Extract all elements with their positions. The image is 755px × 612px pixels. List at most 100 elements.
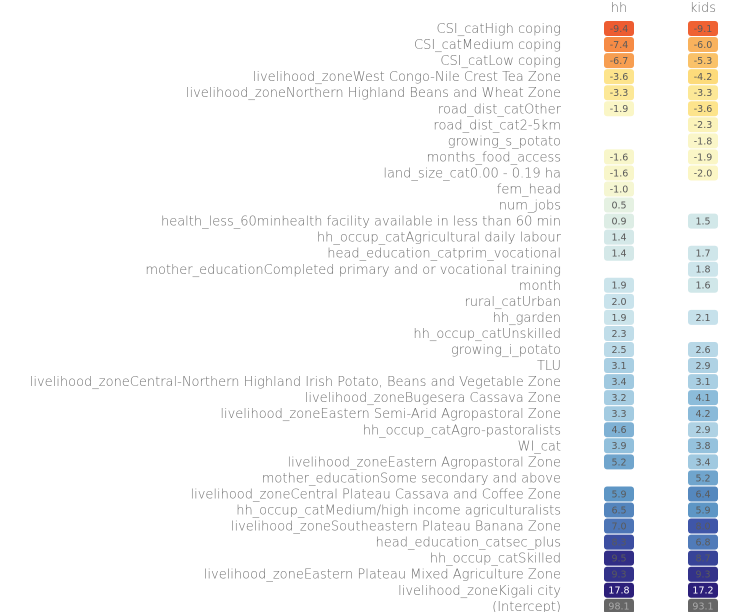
cell-value-label: -3.6 <box>694 104 713 115</box>
cell-value-label: 2.5 <box>611 345 626 356</box>
row-label: head_education_catprim_vocational <box>327 247 561 262</box>
cell-value-label: 3.2 <box>611 393 626 404</box>
cell-value-label: 7.0 <box>611 521 626 532</box>
row-label: livelihood_zoneBugesera Cassava Zone <box>305 391 561 406</box>
cell-value-label: -9.1 <box>694 24 713 35</box>
row-label: road_dist_cat2-5km <box>433 118 561 133</box>
heatmap-cell-kids <box>688 53 718 69</box>
cell-value-label: 2.6 <box>695 345 710 356</box>
heatmap-cell-hh <box>604 454 634 470</box>
cell-value-label: 1.8 <box>695 265 710 276</box>
cell-value-label: 3.1 <box>611 361 626 372</box>
cell-value-label: 8.3 <box>611 538 626 549</box>
heatmap-cell-kids <box>688 374 718 390</box>
heatmap-cell-hh <box>604 325 634 341</box>
cell-value-label: 5.9 <box>695 505 710 516</box>
cell-value-label: 1.7 <box>695 249 710 260</box>
heatmap-cell-kids <box>688 21 718 36</box>
row-label: hh_occup_catAgro-pastoralists <box>363 423 561 438</box>
heatmap-cell-hh <box>604 213 634 229</box>
heatmap-cell-hh <box>604 550 634 566</box>
heatmap-cell-kids <box>688 69 718 85</box>
cell-value-label: 6.8 <box>695 538 710 549</box>
heatmap-cell-kids <box>688 438 718 454</box>
row-label: land_size_cat0.00 - 0.19 ha <box>383 166 561 181</box>
heatmap-cell-hh <box>604 293 634 309</box>
cell-value-label: 17.8 <box>608 586 629 597</box>
heatmap-cell-hh <box>604 85 634 101</box>
heatmap-cell-hh <box>604 422 634 438</box>
cell-value-label: 93.1 <box>692 602 713 612</box>
row-label: road_dist_catOther <box>438 102 562 117</box>
cell-value-label: 1.6 <box>695 281 710 292</box>
heatmap-cell-hh <box>604 245 634 261</box>
heatmap-cell-hh <box>604 390 634 406</box>
heatmap-cell-hh <box>604 342 634 357</box>
cell-value-label: -1.9 <box>610 104 629 115</box>
heatmap-cell-kids <box>688 101 718 117</box>
cell-value-label: 9.3 <box>611 570 626 581</box>
row-label: (Intercept) <box>492 600 561 612</box>
cell-value-label: -1.9 <box>694 152 713 163</box>
heatmap-cell-hh <box>604 566 634 582</box>
cell-value-label: 0.9 <box>611 217 626 228</box>
row-label: num_jobs <box>499 199 561 214</box>
cell-value-label: -1.8 <box>694 136 713 147</box>
row-label: rural_catUrban <box>464 295 561 310</box>
heatmap-cell-kids <box>688 550 718 566</box>
heatmap-cell-kids <box>688 566 718 582</box>
heatmap-cell-kids <box>688 582 718 598</box>
heatmap-cell-hh <box>604 101 634 117</box>
heatmap-cell-kids <box>688 342 718 357</box>
heatmap-cell-kids <box>688 502 718 518</box>
row-label: livelihood_zoneEastern Plateau Mixed Agr… <box>204 568 561 583</box>
cell-value-label: 1.9 <box>611 313 626 324</box>
cell-value-label: -6.0 <box>694 40 713 51</box>
heatmap-cell-kids <box>688 406 718 422</box>
heatmap-cell-kids <box>688 133 718 149</box>
row-label: livelihood_zoneSoutheastern Plateau Bana… <box>231 520 561 535</box>
cell-value-label: 1.5 <box>695 217 710 228</box>
heatmap-cell-hh <box>604 582 634 598</box>
cell-value-label: -3.3 <box>610 88 629 99</box>
cell-value-label: 0.5 <box>611 200 626 211</box>
cell-value-label: -1.0 <box>610 184 629 195</box>
heatmap-cell-kids <box>688 390 718 406</box>
cell-value-label: -7.4 <box>610 40 629 51</box>
heatmap-cell-hh <box>604 21 634 36</box>
cell-value-label: 3.4 <box>611 377 626 388</box>
cell-value-label: 3.9 <box>611 441 626 452</box>
heatmap-cell-hh <box>604 438 634 454</box>
cell-value-label: -3.6 <box>610 72 629 83</box>
heatmap-cell-hh <box>604 149 634 165</box>
heatmap-cell-hh <box>604 358 634 374</box>
cell-value-label: 3.8 <box>695 441 710 452</box>
cell-value-label: -1.6 <box>610 168 629 179</box>
row-label: livelihood_zoneCentral Plateau Cassava a… <box>190 487 561 502</box>
row-label: livelihood_zoneNorthern Highland Beans a… <box>186 86 561 101</box>
cell-value-label: -3.3 <box>694 88 713 99</box>
cell-value-label: 98.1 <box>608 602 629 612</box>
cell-value-label: 9.5 <box>611 554 626 565</box>
heatmap-cell-hh <box>604 309 634 325</box>
row-label: hh_occup_catAgricultural daily labour <box>317 231 562 246</box>
heatmap-cell-kids <box>688 598 718 612</box>
heatmap-cell-hh <box>604 598 634 612</box>
heatmap-cell-kids <box>688 165 718 181</box>
heatmap-cell-hh <box>604 165 634 181</box>
row-label: head_education_catsec_plus <box>376 536 561 551</box>
cell-value-label: -1.6 <box>610 152 629 163</box>
cell-value-label: 1.4 <box>611 233 626 244</box>
heatmap-cell-hh <box>604 53 634 69</box>
heatmap-cell-hh <box>604 518 634 534</box>
heatmap-cell-hh <box>604 406 634 422</box>
heatmap-cell-hh <box>604 374 634 390</box>
row-label: health_less_60minhealth facility availab… <box>161 215 561 230</box>
heatmap-cell-hh <box>604 69 634 85</box>
row-label: CSI_catHigh coping <box>437 22 561 37</box>
cell-value-label: 3.3 <box>611 409 626 420</box>
cell-value-label: 5.9 <box>611 489 626 500</box>
cell-value-label: 1.4 <box>611 249 626 260</box>
row-label: TLU <box>537 359 561 374</box>
